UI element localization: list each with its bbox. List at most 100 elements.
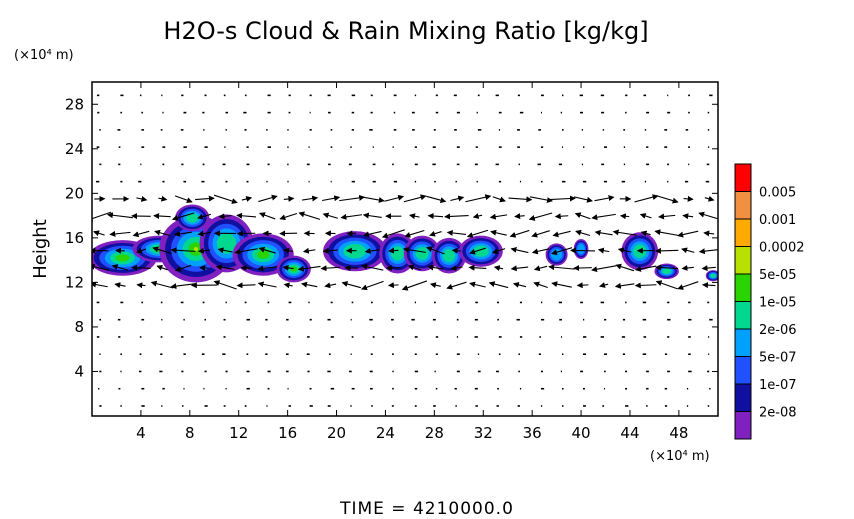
wind-vector: [591, 213, 616, 221]
x-tick-label: 24: [376, 424, 395, 442]
wind-vector: [197, 213, 212, 220]
wind-vector: [554, 213, 569, 220]
wind-vector: [446, 229, 467, 236]
wind-vector: [508, 196, 533, 203]
legend-label: 0.0002: [759, 241, 805, 256]
wind-vector: [450, 265, 463, 271]
wind-vector: [384, 194, 405, 202]
wind-vector: [635, 265, 657, 272]
y-tick-label: 12: [65, 273, 84, 291]
wind-vector: [92, 281, 108, 288]
wind-vector: [298, 211, 321, 220]
legend-swatch: [734, 191, 752, 220]
wind-vector: [451, 247, 462, 254]
wind-vector: [426, 195, 447, 204]
wind-vector: [466, 229, 489, 238]
wind-vector: [153, 212, 171, 219]
wind-vector: [681, 265, 694, 271]
wind-vector: [132, 230, 150, 238]
x-tick-label: 32: [474, 424, 493, 442]
wind-vector: [531, 248, 550, 255]
wind-vector: [701, 282, 716, 289]
wind-vector: [341, 281, 362, 289]
x-tick-label: 4: [136, 424, 146, 442]
wind-vector: [388, 247, 399, 254]
legend-label: 0.001: [759, 213, 796, 228]
wind-vector: [444, 213, 469, 220]
wind-vector: [658, 213, 676, 220]
wind-vector-field: [92, 94, 718, 407]
wind-vector: [92, 263, 110, 271]
cloud-region: [403, 235, 441, 272]
wind-vector: [528, 212, 553, 221]
legend-swatch: [734, 273, 752, 302]
wind-vector: [283, 195, 295, 202]
wind-vector: [302, 247, 316, 254]
wind-vector: [639, 213, 652, 219]
wind-vector: [213, 280, 237, 290]
wind-vector: [283, 247, 294, 254]
wind-vector: [492, 196, 506, 203]
wind-vector: [677, 281, 699, 290]
legend-label: 1e-05: [759, 296, 797, 311]
wind-vector: [594, 229, 613, 236]
x-tick-label: 16: [278, 424, 297, 442]
wind-vector: [426, 246, 445, 255]
wind-vector: [174, 264, 192, 272]
legend-label: 1e-07: [759, 378, 797, 393]
y-tick-label: 20: [65, 184, 84, 202]
wind-vector: [531, 230, 550, 238]
wind-vector: [158, 195, 168, 202]
wind-vector: [533, 281, 548, 289]
cloud-region: [379, 233, 417, 274]
wind-vector: [257, 281, 277, 288]
legend-swatch: [734, 356, 752, 385]
wind-vector: [469, 247, 486, 255]
wind-vector: [195, 195, 215, 202]
wind-vector: [387, 282, 399, 289]
wind-vector: [322, 195, 341, 202]
legend-swatch: [734, 411, 752, 440]
wind-vector: [640, 230, 651, 237]
wind-vector: [174, 230, 192, 237]
cloud-contour: [115, 254, 130, 262]
wind-vector: [217, 247, 233, 254]
wind-vector: [634, 194, 659, 203]
wind-vector: [340, 213, 363, 220]
y-tick-label: 4: [74, 362, 84, 380]
wind-vector: [489, 213, 508, 220]
wind-vector: [236, 212, 257, 219]
wind-vector: [360, 280, 384, 291]
wind-vector: [152, 246, 172, 254]
wind-vector: [599, 282, 609, 288]
wind-vector: [573, 265, 592, 272]
wind-vector: [197, 230, 211, 237]
cloud-region: [276, 255, 311, 283]
cloud-region: [654, 263, 679, 280]
cloud-contour: [193, 247, 198, 251]
wind-vector: [634, 282, 657, 289]
wind-vector: [698, 211, 718, 220]
wind-vector: [450, 195, 465, 202]
x-tick-label: 36: [523, 424, 542, 442]
wind-vector: [617, 247, 632, 254]
wind-vector: [612, 229, 637, 236]
wind-vector: [282, 264, 294, 271]
cloud-contour: [391, 246, 405, 261]
cloud-region: [573, 238, 589, 260]
wind-vector: [381, 229, 405, 239]
wind-vector: [704, 195, 715, 202]
cloud-contour: [186, 213, 199, 223]
wind-vector: [655, 280, 678, 290]
x-tick-label: 12: [229, 424, 248, 442]
wind-vector: [362, 230, 382, 238]
wind-vector: [170, 247, 196, 254]
wind-vector: [551, 281, 572, 288]
wind-vector: [490, 229, 507, 236]
wind-vector: [111, 264, 129, 271]
wind-vector: [597, 247, 610, 254]
wind-vector: [465, 194, 492, 203]
wind-vector: [135, 247, 147, 254]
wind-vector: [427, 264, 444, 271]
wind-vector: [656, 195, 679, 204]
